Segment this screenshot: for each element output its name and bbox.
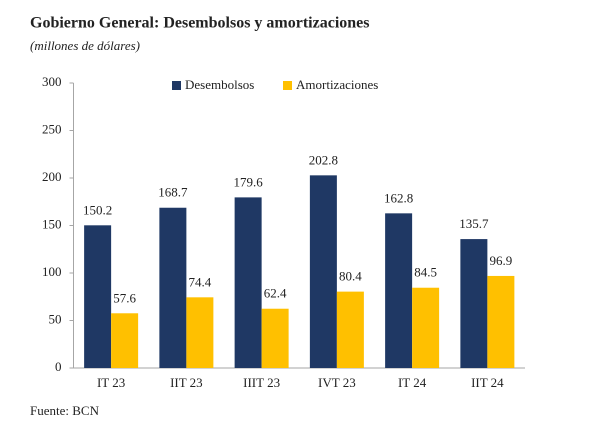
chart-subtitle: (millones de dólares) <box>30 38 140 53</box>
value-label: 202.8 <box>309 152 338 167</box>
value-label: 62.4 <box>264 286 287 301</box>
legend-swatch <box>283 81 292 90</box>
bar <box>336 291 364 368</box>
bar <box>84 225 112 368</box>
legend-label: Amortizaciones <box>296 77 378 92</box>
value-label: 179.6 <box>234 174 264 189</box>
bar <box>186 297 214 368</box>
bar <box>385 213 413 368</box>
legend-label: Desembolsos <box>185 77 254 92</box>
bar <box>487 275 515 368</box>
bar <box>460 239 488 368</box>
chart-title: Gobierno General: Desembolsos y amortiza… <box>30 15 370 32</box>
x-tick-label: IIT 23 <box>170 375 203 390</box>
value-label: 150.2 <box>83 202 112 217</box>
value-label: 135.7 <box>459 216 489 231</box>
bar <box>111 313 139 368</box>
x-tick-label: IIT 24 <box>471 375 504 390</box>
y-tick-label: 150 <box>42 216 62 231</box>
y-tick-label: 50 <box>49 311 62 326</box>
bar <box>309 175 337 368</box>
legend-swatch <box>172 81 181 90</box>
x-tick-label: IT 24 <box>398 375 427 390</box>
value-label: 168.7 <box>158 185 188 200</box>
bar <box>159 207 187 368</box>
y-tick-label: 200 <box>42 169 62 184</box>
bar <box>234 197 262 368</box>
y-tick-label: 100 <box>42 264 62 279</box>
x-tick-label: IIIT 23 <box>243 375 280 390</box>
value-label: 162.8 <box>384 190 413 205</box>
bar <box>261 308 289 368</box>
y-tick-label: 0 <box>55 359 62 374</box>
source: Fuente: BCN <box>30 403 100 418</box>
y-tick-label: 300 <box>42 74 62 89</box>
value-label: 80.4 <box>339 269 362 284</box>
x-tick-label: IT 23 <box>97 375 125 390</box>
value-label: 84.5 <box>414 265 437 280</box>
value-label: 96.9 <box>490 253 513 268</box>
x-tick-label: IVT 23 <box>318 375 356 390</box>
value-label: 57.6 <box>113 290 136 305</box>
bar <box>412 287 440 368</box>
y-tick-label: 250 <box>42 121 62 136</box>
value-label: 74.4 <box>189 274 212 289</box>
